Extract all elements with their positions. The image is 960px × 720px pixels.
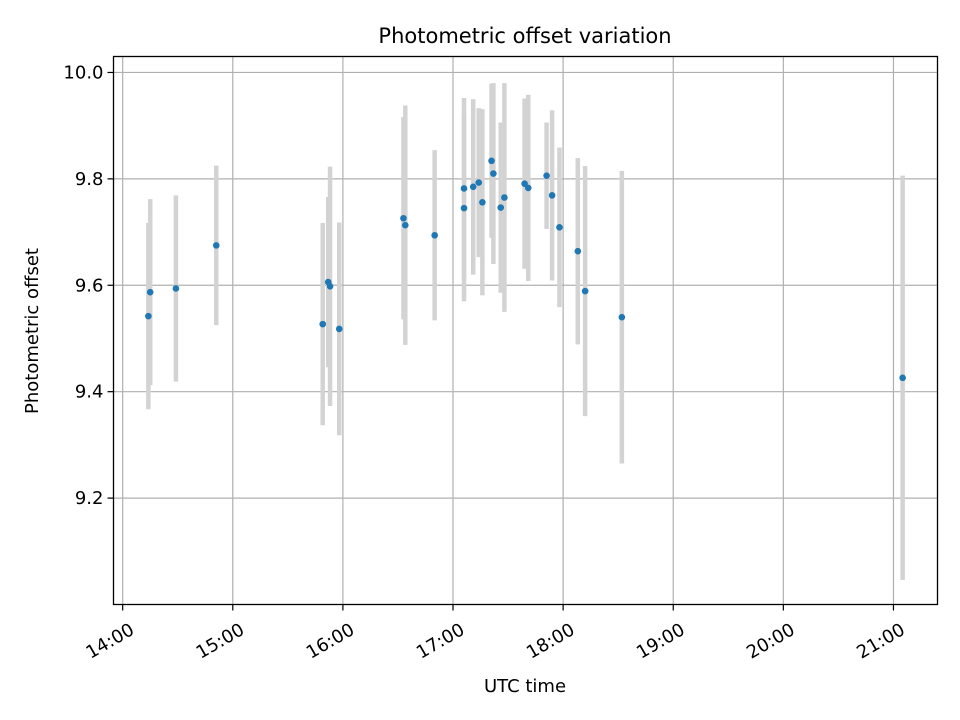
x-tick-label: 17:00 (413, 619, 468, 663)
data-point (618, 313, 626, 321)
data-point (548, 192, 556, 199)
data-point (469, 183, 477, 191)
data-point (574, 247, 582, 255)
chart-title: Photometric offset variation (378, 24, 671, 48)
data-point (400, 214, 407, 222)
data-point (335, 325, 343, 333)
x-axis-title: UTC time (484, 676, 566, 697)
data-point (326, 283, 334, 290)
data-point (460, 185, 468, 192)
y-tick-label: 9.8 (75, 169, 104, 190)
data-points (145, 157, 906, 382)
data-point (319, 320, 327, 328)
y-axis-title: Photometric offset (22, 248, 43, 414)
data-point (488, 157, 495, 165)
x-tick-label: 21:00 (853, 619, 908, 663)
y-tick-label: 9.2 (75, 488, 104, 509)
x-tick-label: 20:00 (743, 619, 798, 663)
y-axis-ticks: 9.2 9.4 9.6 9.8 10.0 (63, 62, 114, 509)
data-point (460, 204, 468, 212)
data-point (543, 172, 550, 179)
data-point (146, 288, 154, 296)
data-point (145, 312, 152, 320)
data-point (501, 194, 508, 201)
y-tick-label: 9.4 (75, 382, 104, 403)
data-point (490, 170, 497, 177)
x-tick-label: 14:00 (83, 619, 138, 663)
data-point (524, 184, 532, 192)
x-tick-label: 15:00 (193, 619, 248, 663)
x-axis-ticks: 14:00 15:00 16:00 17:00 18:00 19:00 20:00 21:00 (83, 604, 909, 663)
x-tick-label: 18:00 (523, 619, 578, 663)
grid-lines (113, 56, 938, 605)
y-tick-label: 10.0 (63, 62, 103, 83)
data-point (556, 223, 563, 231)
data-point (172, 285, 180, 292)
plot-frame (112, 55, 939, 606)
x-tick-label: 16:00 (303, 619, 358, 663)
y-tick-label: 9.6 (75, 275, 104, 296)
data-point (479, 198, 486, 206)
data-point (212, 242, 220, 249)
data-point (497, 204, 505, 211)
x-tick-label: 19:00 (633, 619, 688, 663)
data-point (899, 374, 906, 382)
data-point (431, 231, 438, 239)
data-point (581, 287, 589, 295)
data-point (401, 221, 409, 229)
error-bars (146, 83, 905, 581)
data-point (475, 179, 483, 186)
